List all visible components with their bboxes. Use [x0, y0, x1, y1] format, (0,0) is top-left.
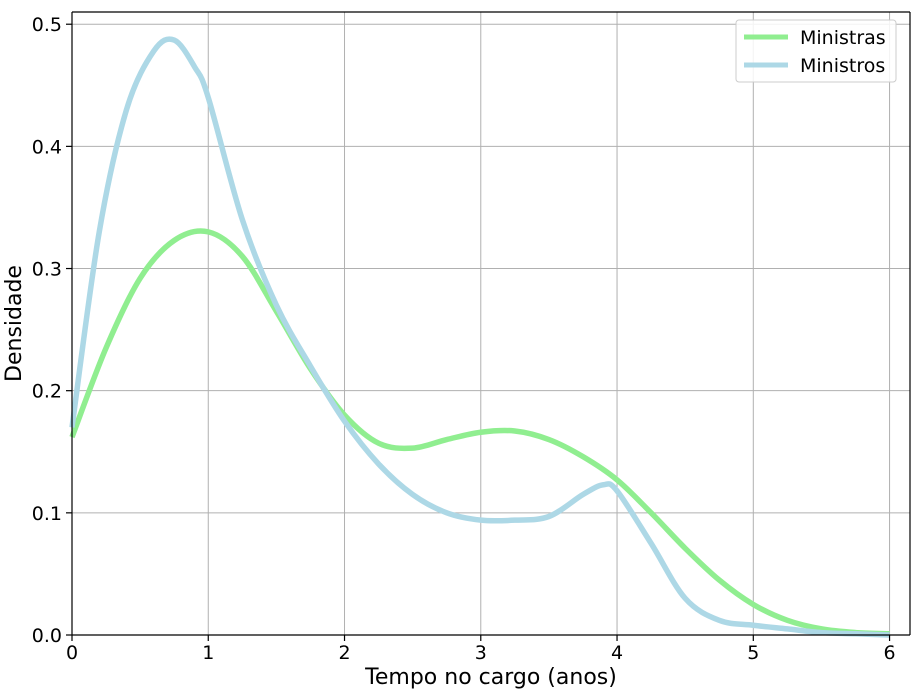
x-tick-label: 3: [475, 642, 487, 664]
y-tick-label: 0.2: [32, 381, 62, 403]
x-tick-label: 5: [747, 642, 759, 664]
legend-label-ministros: Ministros: [800, 55, 885, 77]
y-tick-label: 0.0: [32, 625, 62, 647]
x-tick-label: 1: [202, 642, 214, 664]
series-lines: [69, 36, 890, 638]
x-axis-label: Tempo no cargo (anos): [364, 665, 617, 690]
tick-labels: 0 1 2 3 4 5 6 0.0 0.1 0.2 0.3 0.4 0.5: [32, 14, 896, 664]
legend-label-ministras: Ministras: [800, 27, 886, 49]
series-line-ministras: [69, 228, 890, 637]
x-tick-label: 2: [338, 642, 350, 664]
x-tick-label: 4: [611, 642, 623, 664]
y-tick-label: 0.3: [32, 259, 62, 281]
x-tick-label: 6: [884, 642, 896, 664]
x-tick-label: 0: [66, 642, 78, 664]
series-line-ministros: [69, 36, 890, 638]
y-axis-label: Densidade: [2, 265, 27, 382]
grid: [71, 12, 910, 636]
axes: [66, 11, 911, 641]
y-tick-label: 0.5: [32, 14, 62, 36]
y-tick-label: 0.1: [32, 503, 62, 525]
legend: Ministras Ministros: [735, 19, 897, 83]
y-tick-label: 0.4: [32, 136, 62, 158]
